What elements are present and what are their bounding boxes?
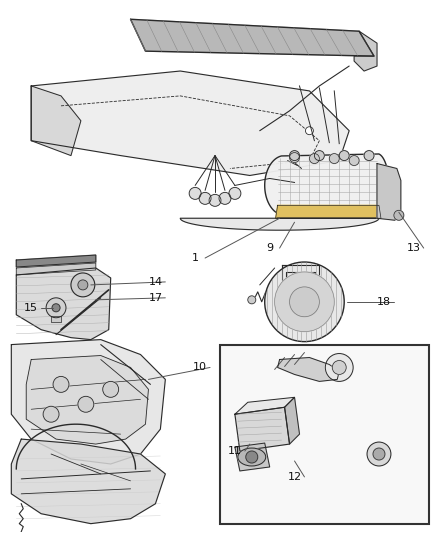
Circle shape — [53, 376, 69, 392]
Circle shape — [103, 382, 119, 397]
Circle shape — [367, 442, 391, 466]
Circle shape — [329, 154, 339, 164]
Circle shape — [339, 151, 349, 160]
Polygon shape — [31, 71, 349, 175]
Circle shape — [325, 353, 353, 382]
Polygon shape — [235, 443, 270, 471]
Circle shape — [373, 448, 385, 460]
Circle shape — [364, 151, 374, 160]
Polygon shape — [51, 316, 61, 322]
Polygon shape — [354, 31, 377, 71]
Circle shape — [349, 156, 359, 166]
Text: 15: 15 — [24, 303, 38, 313]
Polygon shape — [180, 218, 381, 230]
Circle shape — [43, 406, 59, 422]
Polygon shape — [235, 397, 294, 414]
Circle shape — [248, 296, 256, 304]
Circle shape — [219, 192, 231, 204]
Circle shape — [209, 195, 221, 206]
Circle shape — [189, 188, 201, 199]
Circle shape — [78, 280, 88, 290]
Text: 12: 12 — [287, 472, 302, 482]
Text: 10: 10 — [193, 362, 207, 373]
Circle shape — [246, 451, 258, 463]
Polygon shape — [26, 356, 148, 444]
Text: 11: 11 — [228, 446, 242, 456]
Circle shape — [394, 211, 404, 220]
Circle shape — [71, 273, 95, 297]
Circle shape — [290, 151, 300, 160]
Text: 17: 17 — [148, 293, 162, 303]
Circle shape — [275, 272, 334, 332]
Text: 1: 1 — [192, 253, 199, 263]
Circle shape — [78, 397, 94, 412]
Circle shape — [290, 152, 300, 163]
Polygon shape — [377, 164, 401, 220]
Polygon shape — [278, 358, 339, 382]
Circle shape — [290, 287, 319, 317]
Polygon shape — [11, 340, 165, 464]
Polygon shape — [16, 263, 96, 275]
Polygon shape — [16, 255, 96, 267]
Polygon shape — [131, 19, 374, 56]
Circle shape — [309, 154, 319, 164]
Circle shape — [46, 298, 66, 318]
Circle shape — [229, 188, 241, 199]
Text: 14: 14 — [148, 277, 162, 287]
Bar — [220, 345, 429, 523]
Polygon shape — [282, 265, 319, 280]
Polygon shape — [276, 205, 381, 218]
Polygon shape — [16, 268, 111, 340]
Text: 13: 13 — [407, 243, 421, 253]
Circle shape — [199, 192, 211, 204]
Circle shape — [52, 304, 60, 312]
Ellipse shape — [238, 448, 266, 466]
Polygon shape — [265, 154, 389, 217]
Text: 9: 9 — [266, 243, 273, 253]
Polygon shape — [235, 407, 290, 451]
Circle shape — [265, 262, 344, 342]
Polygon shape — [11, 439, 165, 523]
Polygon shape — [285, 397, 300, 444]
Circle shape — [305, 127, 314, 135]
Text: 18: 18 — [377, 297, 391, 307]
Polygon shape — [31, 86, 81, 156]
Circle shape — [314, 151, 324, 160]
Circle shape — [332, 360, 346, 375]
